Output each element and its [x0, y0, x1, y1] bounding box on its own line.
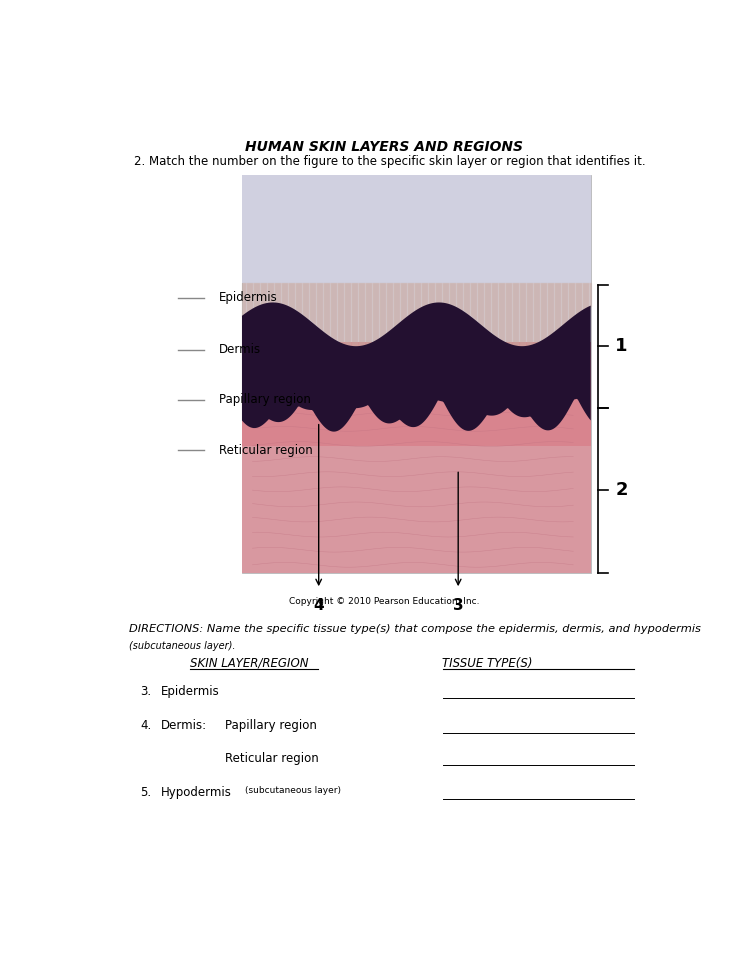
- Text: 2: 2: [615, 482, 628, 499]
- Text: 2. Match the number on the figure to the specific skin layer or region that iden: 2. Match the number on the figure to the…: [134, 155, 646, 168]
- Text: 4: 4: [314, 598, 324, 613]
- Text: 3.: 3.: [140, 685, 152, 698]
- Text: 3: 3: [453, 598, 464, 613]
- Bar: [242, 446, 591, 573]
- Text: SKIN LAYER/REGION: SKIN LAYER/REGION: [190, 657, 308, 670]
- Text: 5.: 5.: [140, 786, 152, 799]
- Text: 1: 1: [615, 337, 628, 355]
- Text: Dermis:: Dermis:: [160, 719, 207, 732]
- Text: Epidermis: Epidermis: [160, 685, 219, 698]
- Text: Papillary region: Papillary region: [219, 393, 310, 406]
- Text: Reticular region: Reticular region: [224, 752, 318, 765]
- Bar: [242, 176, 591, 283]
- Polygon shape: [242, 302, 591, 431]
- Text: (subcutaneous layer): (subcutaneous layer): [244, 786, 340, 795]
- Text: Epidermis: Epidermis: [219, 291, 278, 304]
- Text: Copyright © 2010 Pearson Education, Inc.: Copyright © 2010 Pearson Education, Inc.: [290, 597, 480, 606]
- Text: TISSUE TYPE(S): TISSUE TYPE(S): [442, 657, 533, 670]
- Bar: [242, 343, 591, 573]
- Text: Papillary region: Papillary region: [224, 719, 316, 732]
- Text: DIRECTIONS: Name the specific tissue type(s) that compose the epidermis, dermis,: DIRECTIONS: Name the specific tissue typ…: [129, 624, 700, 634]
- Text: HUMAN SKIN LAYERS AND REGIONS: HUMAN SKIN LAYERS AND REGIONS: [245, 140, 524, 153]
- Bar: [242, 176, 591, 573]
- Text: Hypodermis: Hypodermis: [160, 786, 232, 799]
- Text: Dermis: Dermis: [219, 344, 261, 356]
- Text: 4.: 4.: [140, 719, 152, 732]
- Text: Reticular region: Reticular region: [219, 444, 313, 456]
- Text: (subcutaneous layer).: (subcutaneous layer).: [129, 641, 236, 651]
